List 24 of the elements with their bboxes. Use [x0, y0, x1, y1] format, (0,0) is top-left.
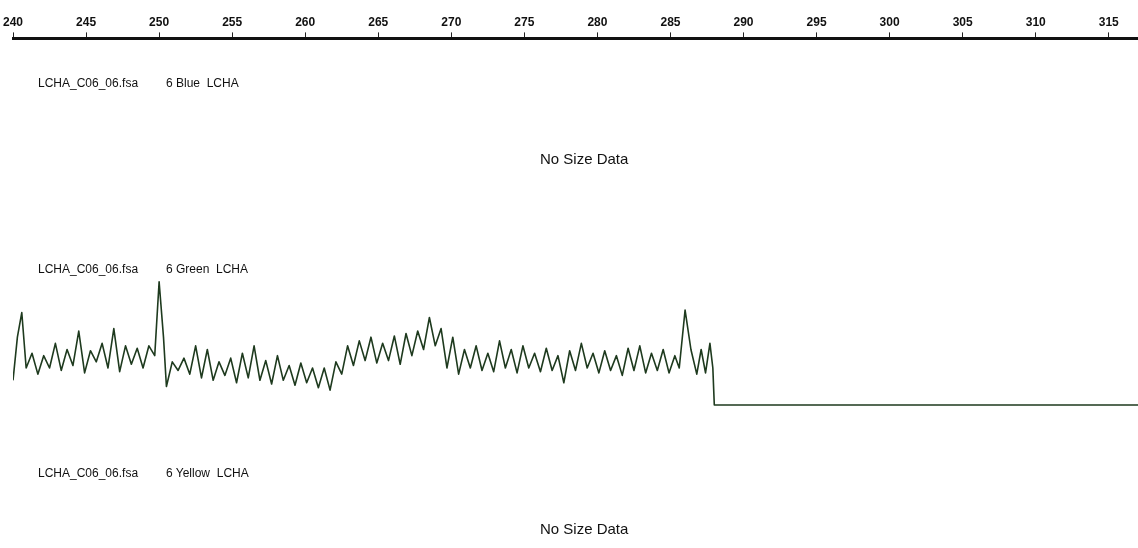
text: No Size Data — [540, 150, 629, 167]
x-tick-label: 245 — [76, 14, 97, 29]
x-tick-label: 300 — [879, 14, 900, 29]
x-tick-label: 310 — [1025, 14, 1047, 29]
text: LCHA_C06_06.fsa — [38, 76, 139, 90]
x-tick-label: 240 — [3, 14, 24, 29]
x-tick-label: 265 — [368, 14, 389, 29]
x-tick-label: 255 — [222, 14, 243, 29]
x-tick-label: 275 — [514, 14, 535, 29]
x-tick-label: 305 — [952, 14, 974, 29]
x-tick-label: 270 — [441, 14, 462, 29]
text: 6 Yellow LCHA — [166, 466, 249, 480]
x-tick-label: 285 — [660, 14, 681, 29]
x-tick-label: 290 — [733, 14, 754, 29]
text: 6 Green LCHA — [166, 262, 249, 276]
x-tick-label: 250 — [149, 14, 170, 29]
text: 6 Blue LCHA — [166, 76, 239, 90]
x-tick-label: 295 — [806, 14, 827, 29]
x-tick-label: 315 — [1098, 14, 1120, 29]
x-tick-label: 260 — [295, 14, 316, 29]
x-tick-label: 280 — [587, 14, 608, 29]
text: No Size Data — [540, 520, 629, 537]
text: LCHA_C06_06.fsa — [38, 262, 139, 276]
text: LCHA_C06_06.fsa — [38, 466, 139, 480]
